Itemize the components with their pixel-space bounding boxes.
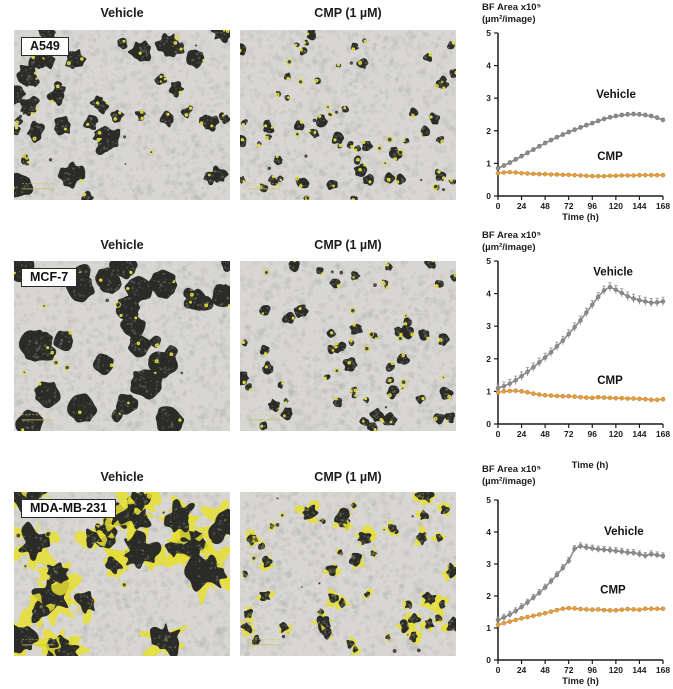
x-axis-label: Time (h) [562,676,599,687]
x-tick-label: 168 [656,429,670,439]
y-tick-label: 5 [486,28,491,38]
x-tick-label: 168 [656,665,670,675]
y-axis-title-line2: (µm²/image) [482,476,536,487]
series-vehicle: Vehicle [495,267,666,393]
micrograph-mda-mb-231-cmp [240,492,456,656]
y-axis-title-line1: BF Area x10⁵ [482,2,541,13]
cell-line-label: A549 [21,37,69,56]
growth-chart-mda-mb-231: BF Area x10⁵(µm²/image) Time (h) 0 1 2 3 4 5 0 24… [482,460,670,687]
x-tick-label: 0 [496,201,501,211]
series-label-cmp: CMP [597,151,623,163]
x-tick-label: 120 [609,665,623,675]
cell-line-label: MDA-MB-231 [21,499,117,518]
micrograph-canvas [14,492,230,656]
x-tick-label: 24 [517,201,527,211]
growth-chart-mcf7: BF Area x10⁵(µm²/image) 0 1 2 3 4 5 0 24 48 72 96 12… [482,230,670,439]
x-tick-label: 96 [588,201,598,211]
series-vehicle: Vehicle [495,526,666,624]
series-cmp: CMP [495,151,666,179]
micrograph-mcf7-vehicle: MCF-7 [14,261,230,431]
y-tick-label: 0 [486,655,491,665]
series-cmp: CMP [495,375,666,403]
column-header-cmp: CMP (1 µM) [314,238,382,252]
x-tick-label: 144 [632,429,646,439]
axes: 0 1 2 3 4 5 0 24 48 72 96 120 144 168 [486,28,670,211]
column-header-cmp: CMP (1 µM) [314,6,382,20]
series-label-cmp: CMP [597,375,623,387]
y-tick-label: 1 [486,158,491,168]
y-tick-label: 2 [486,591,491,601]
micrograph-canvas [14,30,230,200]
series-label-vehicle: Vehicle [596,89,636,101]
x-axis-label: Time (h) [562,212,599,223]
x-tick-label: 24 [517,429,527,439]
x-tick-label: 96 [588,665,598,675]
micrograph-canvas [14,261,230,431]
x-tick-label: 72 [564,201,574,211]
cell-line-label: MCF-7 [21,268,78,287]
y-tick-label: 0 [486,191,491,201]
y-axis-title-line1: BF Area x10⁵ [482,464,541,475]
growth-chart-a549: BF Area x10⁵(µm²/image) 0 1 2 3 4 5 0 24 48 72 96 12… [482,2,670,223]
column-header-vehicle: Vehicle [100,238,144,252]
y-tick-label: 3 [486,559,491,569]
micrograph-mcf7-cmp [240,261,456,431]
micrograph-a549-vehicle: A549 [14,30,230,200]
micrograph-canvas [240,492,456,656]
series-label-vehicle: Vehicle [604,526,644,538]
x-tick-label: 72 [564,665,574,675]
x-tick-label: 48 [540,201,550,211]
y-tick-label: 3 [486,321,491,331]
micrograph-canvas [240,30,456,200]
x-tick-label: 96 [588,429,598,439]
x-tick-label: 48 [540,665,550,675]
x-tick-label: 24 [517,665,527,675]
x-tick-label: 144 [632,201,646,211]
axes: 0 1 2 3 4 5 0 24 48 72 96 120 144 168 [486,256,670,439]
x-axis-label-top: Time (h) [572,460,609,471]
micrograph-mda-mb-231-vehicle: MDA-MB-231 [14,492,230,656]
y-tick-label: 1 [486,386,491,396]
y-tick-label: 5 [486,495,491,505]
x-tick-label: 144 [632,665,646,675]
series-label-cmp: CMP [600,584,626,596]
column-header-vehicle: Vehicle [100,6,144,20]
y-tick-label: 1 [486,623,491,633]
y-tick-label: 4 [486,527,491,537]
y-tick-label: 2 [486,354,491,364]
y-axis-title-line2: (µm²/image) [482,14,536,25]
y-tick-label: 0 [486,419,491,429]
series-label-vehicle: Vehicle [593,267,633,279]
micrograph-canvas [240,261,456,431]
y-axis-title-line2: (µm²/image) [482,242,536,253]
x-tick-label: 120 [609,429,623,439]
x-tick-label: 0 [496,665,501,675]
x-tick-label: 48 [540,429,550,439]
y-tick-label: 4 [486,61,491,71]
y-tick-label: 2 [486,126,491,136]
axes: 0 1 2 3 4 5 0 24 48 72 96 120 144 168 [486,495,670,675]
x-tick-label: 168 [656,201,670,211]
y-tick-label: 3 [486,93,491,103]
y-tick-label: 4 [486,289,491,299]
x-tick-label: 120 [609,201,623,211]
micrograph-a549-cmp [240,30,456,200]
series-cmp: CMP [495,584,666,628]
x-tick-label: 72 [564,429,574,439]
column-header-cmp: CMP (1 µM) [314,470,382,484]
x-tick-label: 0 [496,429,501,439]
y-axis-title-line1: BF Area x10⁵ [482,230,541,241]
column-header-vehicle: Vehicle [100,470,144,484]
y-tick-label: 5 [486,256,491,266]
series-vehicle: Vehicle [495,89,666,171]
